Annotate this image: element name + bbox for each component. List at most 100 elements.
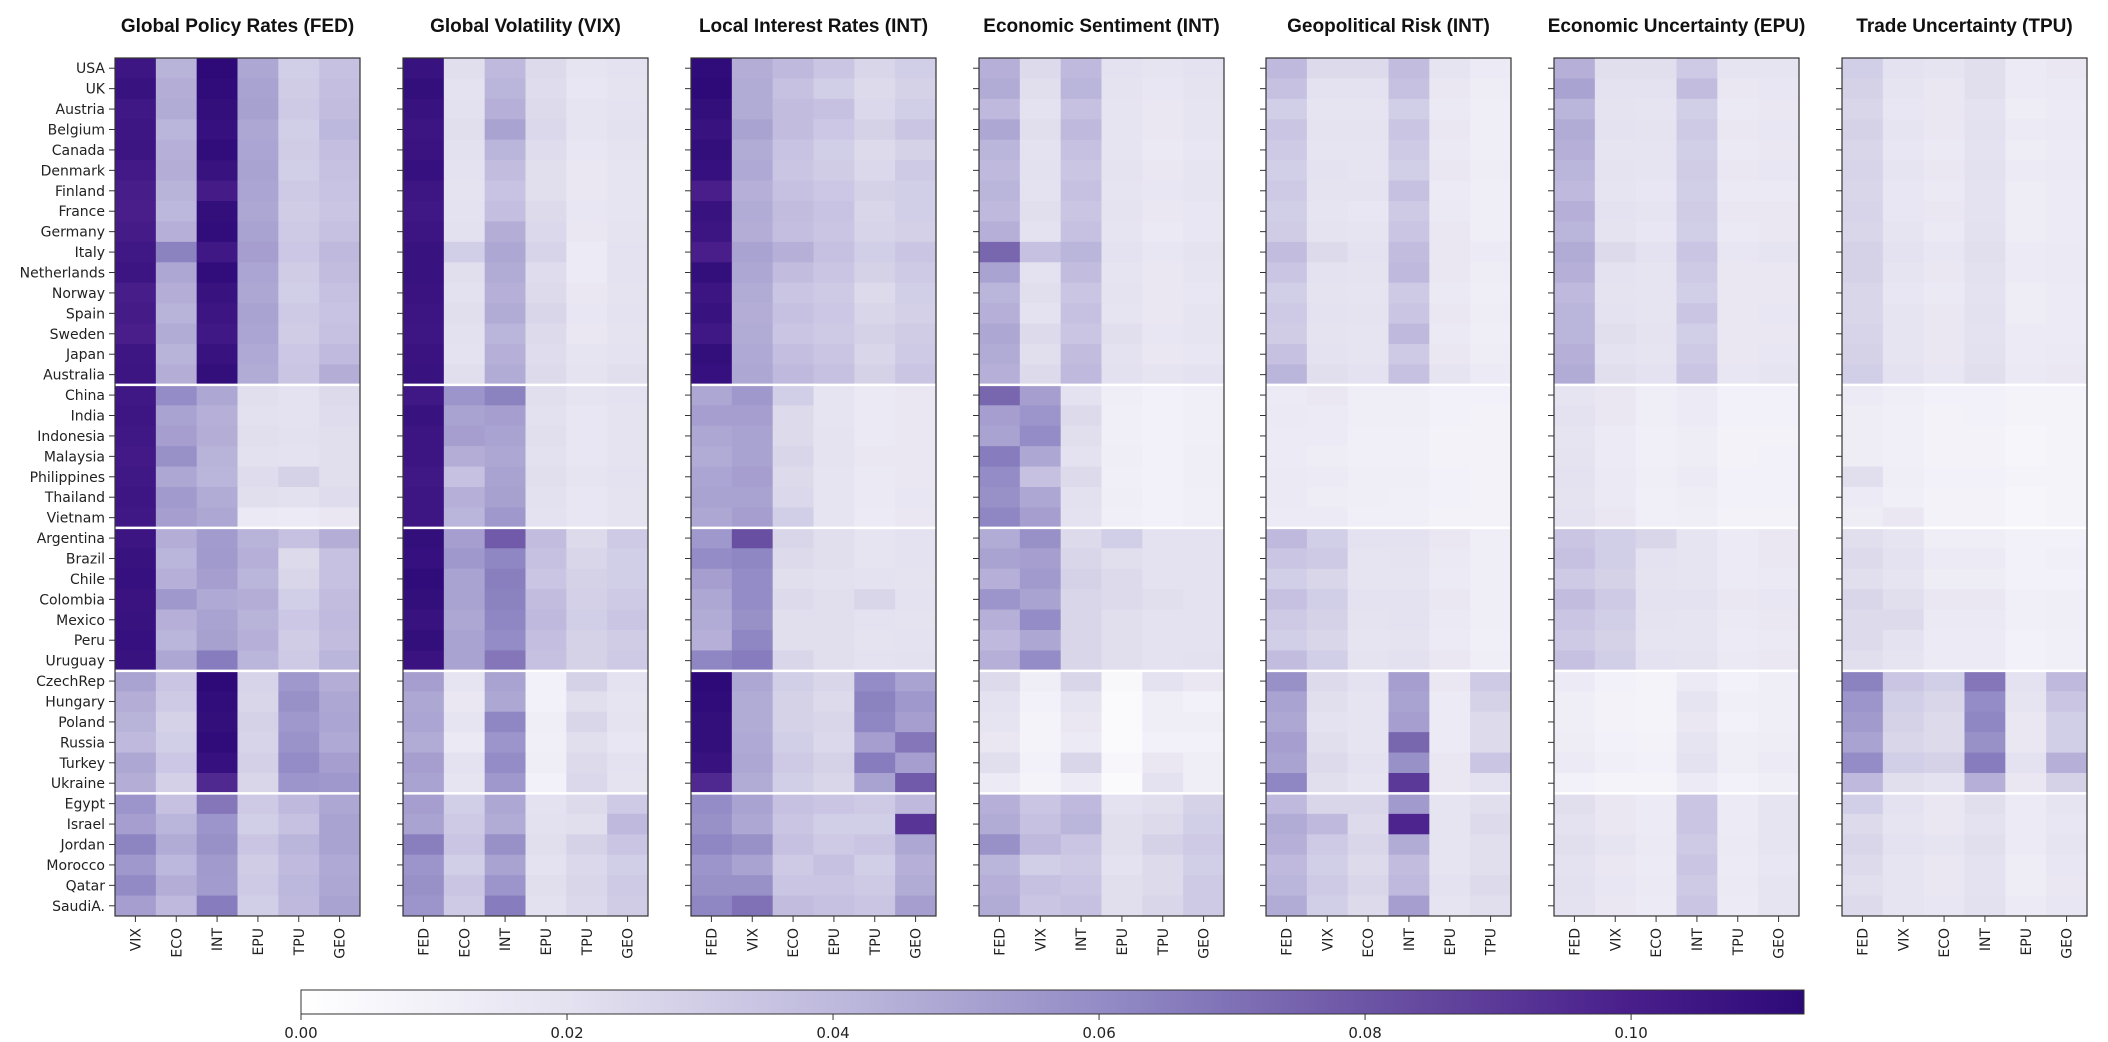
- heatmap-cell: [1060, 364, 1102, 386]
- heatmap-cell: [1019, 78, 1062, 100]
- heatmap-cell: [1758, 793, 1800, 815]
- heatmap-cell: [979, 139, 1021, 161]
- heatmap-cell: [1101, 752, 1143, 774]
- heatmap-cell: [979, 813, 1021, 835]
- heatmap-cell: [1842, 466, 1884, 488]
- heatmap-cell: [1470, 793, 1512, 815]
- heatmap-cell: [979, 466, 1021, 488]
- country-label: Australia: [43, 368, 105, 384]
- heatmap-cell: [731, 323, 774, 345]
- heatmap-cell: [1183, 201, 1225, 222]
- heatmap-cell: [278, 773, 320, 794]
- column-label: FED: [1279, 928, 1295, 956]
- heatmap-cell: [1388, 773, 1430, 794]
- heatmap-cell: [813, 691, 855, 713]
- heatmap-cell: [278, 691, 320, 713]
- heatmap-cell: [1183, 160, 1225, 181]
- heatmap-cell: [1347, 384, 1389, 406]
- heatmap-cell: [319, 487, 361, 508]
- heatmap-cell: [607, 507, 649, 529]
- heatmap-cell: [1882, 670, 1925, 692]
- heatmap-cell: [1882, 630, 1925, 651]
- heatmap-cell: [691, 139, 733, 161]
- heatmap-cell: [772, 262, 814, 284]
- heatmap-cell: [731, 527, 774, 549]
- heatmap-cell: [1142, 425, 1184, 447]
- panel-3: Local Interest Rates (INT)FED VIX ECO EPU TP…: [685, 16, 937, 959]
- heatmap-cell: [155, 813, 198, 835]
- heatmap-cell: [607, 548, 649, 570]
- heatmap-cell: [731, 854, 774, 876]
- heatmap-cell: [2046, 793, 2088, 815]
- heatmap-cell: [196, 364, 238, 386]
- heatmap-cell: [1060, 630, 1102, 651]
- heatmap-cell: [1347, 630, 1389, 651]
- heatmap-cell: [525, 405, 567, 427]
- heatmap-cell: [1635, 364, 1677, 386]
- heatmap-cell: [1842, 58, 1884, 79]
- heatmap-cell: [525, 507, 567, 529]
- heatmap-cell: [443, 262, 486, 284]
- heatmap-cell: [1554, 732, 1596, 753]
- heatmap-cell: [691, 262, 733, 284]
- heatmap-cell: [1717, 98, 1759, 120]
- heatmap-cell: [1842, 139, 1884, 161]
- heatmap-cell: [1554, 589, 1596, 610]
- heatmap-cell: [1060, 180, 1102, 202]
- heatmap-cell: [1306, 527, 1349, 549]
- heatmap-cell: [1470, 895, 1512, 917]
- heatmap-cell: [1060, 282, 1102, 304]
- heatmap-cell: [1388, 344, 1430, 365]
- heatmap-cell: [1964, 834, 2006, 856]
- country-label: Germany: [41, 225, 105, 241]
- heatmap-cell: [1306, 221, 1349, 243]
- heatmap-cell: [607, 609, 649, 631]
- heatmap-cell: [1142, 446, 1184, 467]
- heatmap-cell: [1676, 180, 1718, 202]
- heatmap-cell: [155, 895, 198, 917]
- heatmap-cell: [1882, 691, 1925, 713]
- heatmap-cell: [1554, 425, 1596, 447]
- heatmap-cell: [443, 834, 486, 856]
- heatmap-cell: [1594, 609, 1637, 631]
- heatmap-cell: [1266, 221, 1308, 243]
- heatmap-cell: [1923, 630, 1965, 651]
- heatmap-cell: [1964, 58, 2006, 79]
- heatmap-cell: [2005, 221, 2047, 243]
- heatmap-cell: [691, 78, 733, 100]
- heatmap-cell: [1594, 568, 1637, 590]
- heatmap-cell: [1842, 487, 1884, 508]
- heatmap-cell: [1019, 568, 1062, 590]
- heatmap-cell: [1923, 793, 1965, 815]
- heatmap-cell: [1964, 711, 2006, 733]
- heatmap-cell: [1429, 466, 1471, 488]
- heatmap-cell: [1019, 834, 1062, 856]
- heatmap-cell: [1842, 752, 1884, 774]
- heatmap-cell: [115, 875, 157, 896]
- heatmap-cell: [2005, 793, 2047, 815]
- heatmap-cell: [1266, 384, 1308, 406]
- heatmap-cell: [2005, 548, 2047, 570]
- country-label: Mexico: [56, 613, 105, 629]
- heatmap-cell: [1676, 732, 1718, 753]
- heatmap-cell: [1923, 344, 1965, 365]
- heatmap-cell: [691, 732, 733, 753]
- heatmap-cell: [1101, 527, 1143, 549]
- heatmap-cell: [979, 446, 1021, 467]
- heatmap-cell: [1594, 670, 1637, 692]
- heatmap-cell: [155, 691, 198, 713]
- heatmap-cell: [1842, 548, 1884, 570]
- heatmap-cell: [1758, 752, 1800, 774]
- heatmap-cell: [319, 78, 361, 100]
- heatmap-cell: [237, 384, 279, 406]
- heatmap-cell: [1060, 487, 1102, 508]
- heatmap-cell: [731, 221, 774, 243]
- heatmap-cell: [566, 405, 608, 427]
- heatmap-cell: [115, 78, 157, 100]
- heatmap-cell: [1266, 282, 1308, 304]
- heatmap-cell: [1429, 507, 1471, 529]
- heatmap-cell: [484, 425, 526, 447]
- heatmap-cell: [443, 344, 486, 365]
- heatmap-cell: [1554, 670, 1596, 692]
- heatmap-cell: [1347, 813, 1389, 835]
